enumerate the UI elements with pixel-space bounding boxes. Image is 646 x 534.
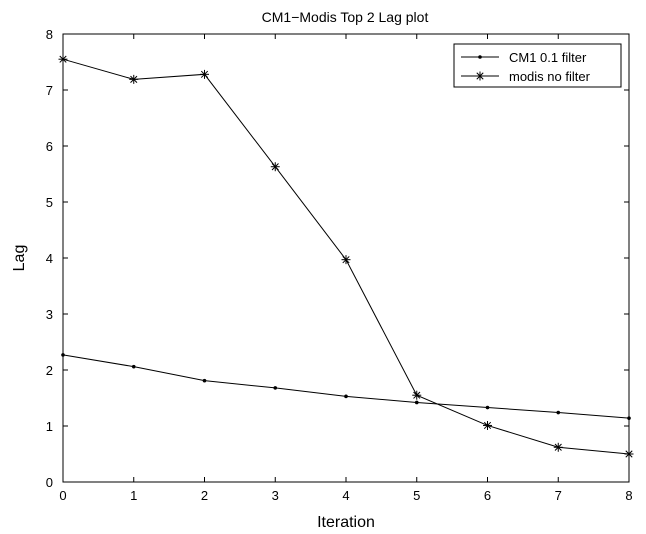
x-tick-label: 4	[342, 488, 349, 503]
y-tick-label: 3	[46, 307, 53, 322]
legend-marker-cm1	[478, 55, 482, 59]
y-tick-label: 4	[46, 251, 53, 266]
data-point-series-1	[202, 378, 207, 383]
legend-label-modis: modis no filter	[509, 69, 591, 84]
data-point-series-2	[624, 449, 634, 459]
data-point-series-1	[273, 386, 278, 390]
x-tick-label: 8	[625, 488, 632, 503]
series-layer	[58, 54, 634, 459]
legend: CM1 0.1 filter modis no filter	[453, 43, 622, 88]
y-tick-label: 1	[46, 419, 53, 434]
y-tick-label: 8	[46, 27, 53, 42]
x-tick-label: 1	[130, 488, 137, 503]
legend-box	[453, 43, 622, 88]
data-point-series-1	[61, 353, 65, 357]
data-point-series-1	[414, 400, 419, 405]
data-point-series-1	[556, 410, 561, 415]
x-tick-label: 2	[201, 488, 208, 503]
data-point-series-2	[553, 442, 563, 452]
y-tick-label: 2	[46, 363, 53, 378]
x-tick-label: 7	[555, 488, 562, 503]
x-tick-label: 5	[413, 488, 420, 503]
y-axis-title: Lag	[11, 245, 28, 272]
legend-star-glyph	[475, 71, 485, 81]
x-tick-label: 6	[484, 488, 491, 503]
data-point-series-2	[412, 390, 422, 400]
y-tick-label: 0	[46, 475, 53, 490]
legend-marker-modis	[475, 71, 485, 81]
data-point-series-2	[341, 255, 351, 265]
data-point-series-2	[270, 162, 280, 172]
data-point-series-1	[344, 394, 348, 399]
x-tick-label: 3	[272, 488, 279, 503]
y-tick-label: 6	[46, 139, 53, 154]
data-point-series-2	[483, 420, 492, 430]
series-line-1	[62, 354, 630, 419]
x-axis: 0 1 2 3 4 5 6 7 8	[59, 34, 633, 503]
chart-title: CM1−Modis Top 2 Lag plot	[262, 9, 429, 25]
data-point-series-2	[200, 69, 209, 79]
y-axis: 0 1 2 3 4 5 6 7 8	[46, 27, 629, 490]
data-point-series-2	[129, 74, 139, 84]
x-axis-title: Iteration	[317, 514, 375, 531]
data-point-series-2	[58, 54, 68, 64]
y-tick-label: 5	[46, 195, 53, 210]
data-point-series-1	[485, 405, 490, 410]
data-point-series-1	[627, 416, 631, 420]
y-tick-label: 7	[46, 83, 53, 98]
data-point-series-1	[131, 364, 136, 369]
x-tick-label: 0	[59, 488, 66, 503]
legend-label-cm1: CM1 0.1 filter	[509, 50, 587, 65]
